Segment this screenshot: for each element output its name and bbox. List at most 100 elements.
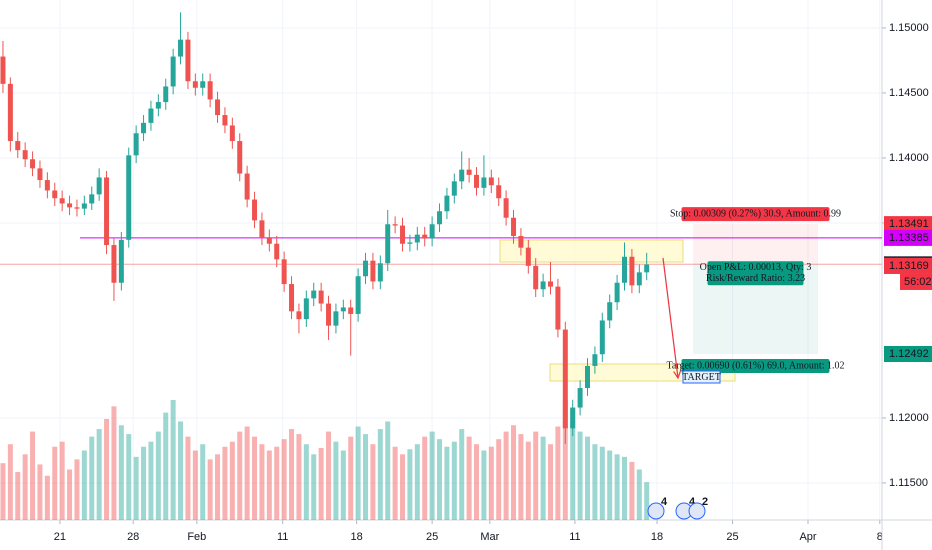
- candle-body: [44, 180, 50, 191]
- volume-bar: [274, 446, 280, 520]
- volume-bar: [303, 444, 309, 520]
- volume-bar: [607, 450, 613, 520]
- volume-bar: [244, 426, 250, 520]
- candle-body: [355, 276, 361, 314]
- target-tag: TARGET: [682, 372, 721, 383]
- candle-body: [311, 290, 317, 299]
- volume-bar: [636, 469, 642, 520]
- event-flag: [647, 502, 665, 520]
- candle-body: [318, 290, 324, 304]
- volume-bar: [222, 446, 228, 520]
- candle-body: [400, 225, 406, 244]
- candle-body: [474, 174, 480, 188]
- candle-body: [133, 133, 139, 156]
- candle-body: [281, 259, 287, 285]
- volume-bar: [252, 436, 258, 520]
- candle-body: [422, 234, 428, 239]
- volume-bar: [289, 429, 295, 520]
- candle-body: [348, 307, 354, 314]
- candle-body: [370, 260, 376, 282]
- volume-bar: [89, 436, 95, 520]
- volume-bar: [200, 444, 206, 520]
- candle-body: [570, 407, 576, 429]
- event-count: 4: [661, 496, 668, 508]
- candle-body: [30, 159, 36, 169]
- candle-body: [481, 177, 487, 188]
- event-flag: [688, 502, 706, 520]
- candle-body: [585, 365, 591, 389]
- volume-bar: [0, 463, 6, 520]
- event-count: 2: [702, 496, 708, 508]
- volume-bar: [540, 436, 546, 520]
- volume-bar: [111, 406, 117, 520]
- volume-bar: [459, 429, 465, 520]
- volume-bar: [570, 408, 576, 520]
- volume-bar: [414, 444, 420, 520]
- candle-body: [562, 329, 568, 429]
- price-label: 1.13385: [889, 232, 929, 244]
- volume-bar: [326, 431, 332, 520]
- volume-bar: [15, 472, 21, 520]
- x-tick-label: Feb: [187, 531, 206, 543]
- volume-bar: [622, 456, 628, 520]
- volume-bar: [629, 461, 635, 520]
- candle-body: [503, 198, 509, 218]
- volume-bar: [81, 450, 87, 520]
- candle-body: [22, 150, 28, 160]
- volume-bar: [59, 441, 65, 520]
- candle-body: [540, 281, 546, 290]
- candle-body: [52, 190, 58, 199]
- volume-bar: [363, 434, 369, 520]
- candle-body: [207, 81, 213, 100]
- y-tick-label: 1.11500: [889, 477, 928, 489]
- candle-body: [326, 303, 332, 326]
- volume-bar: [644, 482, 650, 520]
- volume-bar: [370, 444, 376, 520]
- price-label-box: [884, 345, 932, 362]
- volume-bar: [466, 436, 472, 520]
- candle-body: [488, 177, 494, 186]
- candle-body: [614, 282, 620, 303]
- candle-body: [229, 125, 235, 142]
- volume-bar: [422, 436, 428, 520]
- volume-bar: [496, 439, 502, 520]
- volume-bar: [37, 464, 43, 520]
- candle-body: [392, 224, 398, 226]
- arrow: [662, 257, 678, 378]
- candle-body: [200, 81, 206, 88]
- volume-bar: [444, 446, 450, 520]
- candle-body: [555, 286, 561, 330]
- label-box: [681, 207, 830, 222]
- volume-bar: [185, 436, 191, 520]
- candle-body: [644, 264, 650, 273]
- x-tick-label: 11: [277, 531, 288, 543]
- candle-body: [192, 81, 198, 88]
- x-tick-label: 25: [426, 531, 438, 543]
- candle-body: [244, 173, 250, 200]
- volume-bar: [178, 421, 184, 520]
- stop-area: [693, 224, 818, 265]
- label-box: [681, 358, 830, 373]
- candle-body: [629, 256, 635, 286]
- candle-body: [96, 177, 102, 195]
- volume-bar: [126, 434, 132, 520]
- price-label: 1.13491: [889, 218, 929, 230]
- candle-body: [289, 284, 295, 312]
- countdown: 56:02: [904, 276, 932, 288]
- volume-bar: [229, 441, 235, 520]
- candle-body: [577, 388, 583, 408]
- x-tick-label: Mar: [480, 531, 499, 543]
- candle-body: [170, 56, 176, 87]
- event-count: 4: [689, 496, 696, 508]
- candle-body: [622, 256, 628, 283]
- candle-body: [59, 198, 65, 204]
- y-tick-label: 1.14500: [889, 87, 929, 99]
- candle-body: [185, 39, 191, 82]
- candle-body: [414, 234, 420, 243]
- candle-body: [74, 207, 80, 209]
- candle-body: [385, 224, 391, 264]
- candle-body: [437, 211, 443, 225]
- position-label: Risk/Reward Ratio: 3.23: [706, 273, 805, 284]
- volume-bar: [429, 431, 435, 520]
